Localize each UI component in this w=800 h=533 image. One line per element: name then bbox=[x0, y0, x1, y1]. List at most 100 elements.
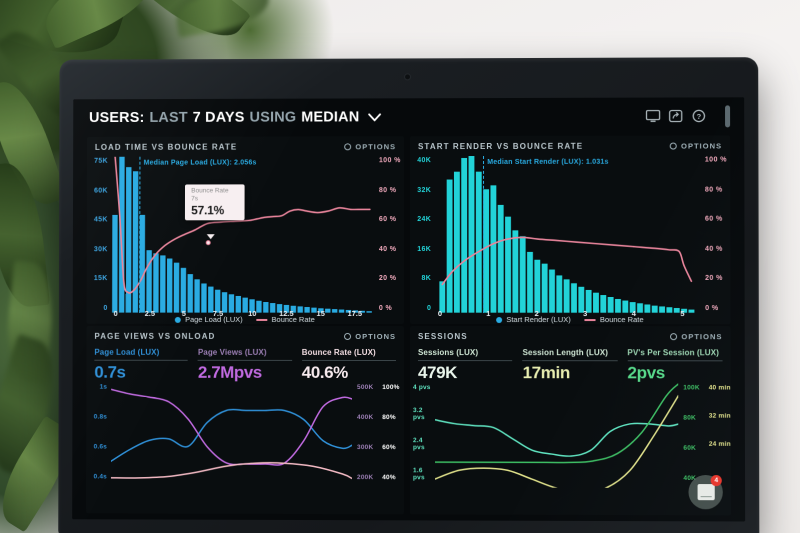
median-annotation-text: Median Start Render (LUX): 1.031s bbox=[487, 158, 609, 166]
y-tick: 60K bbox=[94, 187, 108, 195]
y-tick: 8K bbox=[421, 275, 432, 283]
median-marker-line bbox=[483, 155, 485, 313]
y2-tick: 80 % bbox=[704, 186, 723, 194]
panel-body: 1s 0.8s 0.6s 0.4s 500K 400K bbox=[86, 381, 404, 514]
kpi-session-length[interactable]: Session Length (LUX) 17min bbox=[523, 348, 618, 382]
y-axis-right: 100 % 80 % 60 % 40 % 20 % 0 % bbox=[373, 156, 404, 313]
divider bbox=[522, 360, 618, 362]
panel-body: 40K 32K 24K 16K 8K 0 bbox=[410, 155, 731, 324]
dashboard-grid: LOAD TIME VS BOUNCE RATE OPTIONS 75K 60K bbox=[72, 135, 745, 521]
plot-area-load-time[interactable]: Median Page Load (LUX): 2.056s Bounce Ra… bbox=[112, 156, 373, 313]
kpi-value: 479K bbox=[417, 363, 458, 383]
gear-icon bbox=[669, 142, 677, 150]
y-tick: 0 bbox=[103, 304, 108, 312]
chat-widget[interactable]: 4 bbox=[688, 474, 723, 510]
y3-tick: 100% bbox=[382, 383, 400, 391]
y-axis-left: 1s 0.8s 0.6s 0.4s bbox=[86, 381, 111, 486]
y2-tick: 60 % bbox=[378, 216, 397, 224]
kpi-page-load[interactable]: Page Load (LUX) 0.7s bbox=[94, 348, 188, 382]
y-tick: 45K bbox=[93, 216, 108, 224]
x-tick: 0 bbox=[437, 309, 443, 319]
options-button[interactable]: OPTIONS bbox=[344, 142, 396, 151]
monitor-icon[interactable] bbox=[646, 110, 661, 124]
y-axis-left: 75K 60K 45K 30K 15K 0 bbox=[87, 157, 112, 313]
kpi-value: 0.7s bbox=[94, 362, 126, 382]
title-range-label: LAST bbox=[149, 109, 188, 126]
y3-tick: 40 min bbox=[708, 384, 731, 392]
options-button[interactable]: OPTIONS bbox=[344, 332, 396, 341]
kpi-sessions[interactable]: Sessions (LUX) 479K bbox=[418, 348, 513, 382]
kpi-row: Sessions (LUX) 479K Session Length (LUX)… bbox=[410, 346, 731, 382]
options-button[interactable]: OPTIONS bbox=[670, 332, 723, 342]
plot-area-sessions[interactable] bbox=[435, 382, 679, 488]
y-tick: 30K bbox=[93, 245, 108, 253]
plot-area-start-render[interactable]: Median Start Render (LUX): 1.031s bbox=[435, 155, 699, 313]
chart-svg bbox=[112, 156, 373, 313]
x-tick: 0 bbox=[113, 309, 118, 319]
kpi-label: Page Views (LUX) bbox=[197, 347, 267, 357]
tooltip-sub: 7s bbox=[191, 195, 199, 203]
panel-sessions: SESSIONS OPTIONS Sessions (LUX) 479K bbox=[409, 326, 731, 516]
y2-tick: 100 % bbox=[704, 156, 727, 164]
title-users-label: USERS: bbox=[89, 110, 145, 127]
x-tick: 3 bbox=[583, 309, 588, 319]
legend-item[interactable]: Start Render (LUX) bbox=[496, 315, 571, 324]
options-label: OPTIONS bbox=[681, 332, 723, 342]
y-tick: 15K bbox=[93, 275, 108, 283]
median-annotation-text: Median Page Load (LUX): 2.056s bbox=[143, 159, 257, 167]
plot-area-page-views[interactable] bbox=[111, 382, 352, 488]
page-title[interactable]: USERS: LAST 7 DAYS USING MEDIAN bbox=[89, 109, 382, 127]
divider bbox=[301, 359, 396, 362]
kpi-page-views[interactable]: Page Views (LUX) 2.7Mpvs bbox=[198, 348, 292, 382]
y2-tick: 20 % bbox=[705, 275, 723, 283]
tooltip-bounce-rate: Bounce Rate 7s 57.1% bbox=[185, 184, 245, 221]
vertical-scrollbar[interactable] bbox=[725, 105, 731, 128]
divider bbox=[417, 360, 513, 362]
header-actions: ? bbox=[645, 105, 731, 128]
x-tick: 12.5 bbox=[279, 309, 294, 319]
legend-line-icon bbox=[584, 318, 596, 321]
divider bbox=[627, 360, 723, 362]
y2-tick: 60 % bbox=[704, 215, 723, 223]
panel-header: SESSIONS OPTIONS bbox=[410, 326, 731, 346]
chevron-down-icon[interactable] bbox=[368, 111, 382, 123]
app-header: USERS: LAST 7 DAYS USING MEDIAN bbox=[73, 97, 745, 138]
x-tick: 5 bbox=[680, 309, 685, 319]
kpi-value: 40.6% bbox=[301, 362, 348, 382]
y-axis-right-bounce: 100% 80% 60% 40% bbox=[377, 382, 404, 488]
panel-title: PAGE VIEWS VS ONLOAD bbox=[94, 331, 216, 341]
chat-badge: 4 bbox=[710, 475, 722, 487]
gear-icon bbox=[670, 333, 678, 341]
options-label: OPTIONS bbox=[355, 331, 396, 342]
panel-load-time-vs-bounce-rate: LOAD TIME VS BOUNCE RATE OPTIONS 75K 60K bbox=[86, 136, 405, 325]
y-axis-left: 40K 32K 24K 16K 8K 0 bbox=[410, 156, 435, 313]
webcam-icon bbox=[404, 74, 410, 80]
kpi-label: Bounce Rate (LUX) bbox=[301, 347, 376, 357]
y-tick: 0.8s bbox=[93, 413, 108, 421]
y-tick: 75K bbox=[94, 157, 109, 165]
y2-tick: 0 % bbox=[705, 304, 719, 312]
help-icon[interactable]: ? bbox=[692, 109, 707, 123]
options-button[interactable]: OPTIONS bbox=[669, 141, 722, 151]
kpi-label: Sessions (LUX) bbox=[417, 348, 479, 358]
y-tick: 0.6s bbox=[93, 443, 108, 451]
y-tick: 16K bbox=[417, 245, 432, 253]
kpi-bounce-rate[interactable]: Bounce Rate (LUX) 40.6% bbox=[302, 348, 396, 382]
panel-body: 75K 60K 45K 30K 15K 0 bbox=[87, 156, 404, 324]
y2-tick: 40 % bbox=[378, 245, 397, 253]
chat-icon bbox=[697, 484, 715, 501]
legend-label: Bounce Rate bbox=[599, 315, 644, 325]
laptop-screen: USERS: LAST 7 DAYS USING MEDIAN bbox=[72, 97, 746, 522]
kpi-pvs-per-session[interactable]: PV's Per Session (LUX) 2pvs bbox=[627, 348, 723, 382]
y2-tick: 200K bbox=[356, 474, 374, 482]
gear-icon bbox=[344, 143, 352, 151]
share-icon[interactable] bbox=[669, 109, 684, 123]
legend-dot-icon bbox=[496, 316, 503, 323]
y2-tick: 40 % bbox=[705, 245, 723, 253]
divider bbox=[94, 359, 188, 361]
y2-tick: 80 % bbox=[378, 186, 397, 194]
y2-tick: 500K bbox=[357, 383, 374, 391]
title-range-value: 7 DAYS bbox=[192, 109, 245, 126]
tooltip-label: Bounce Rate bbox=[191, 187, 229, 195]
y2-tick: 80K bbox=[683, 414, 696, 422]
